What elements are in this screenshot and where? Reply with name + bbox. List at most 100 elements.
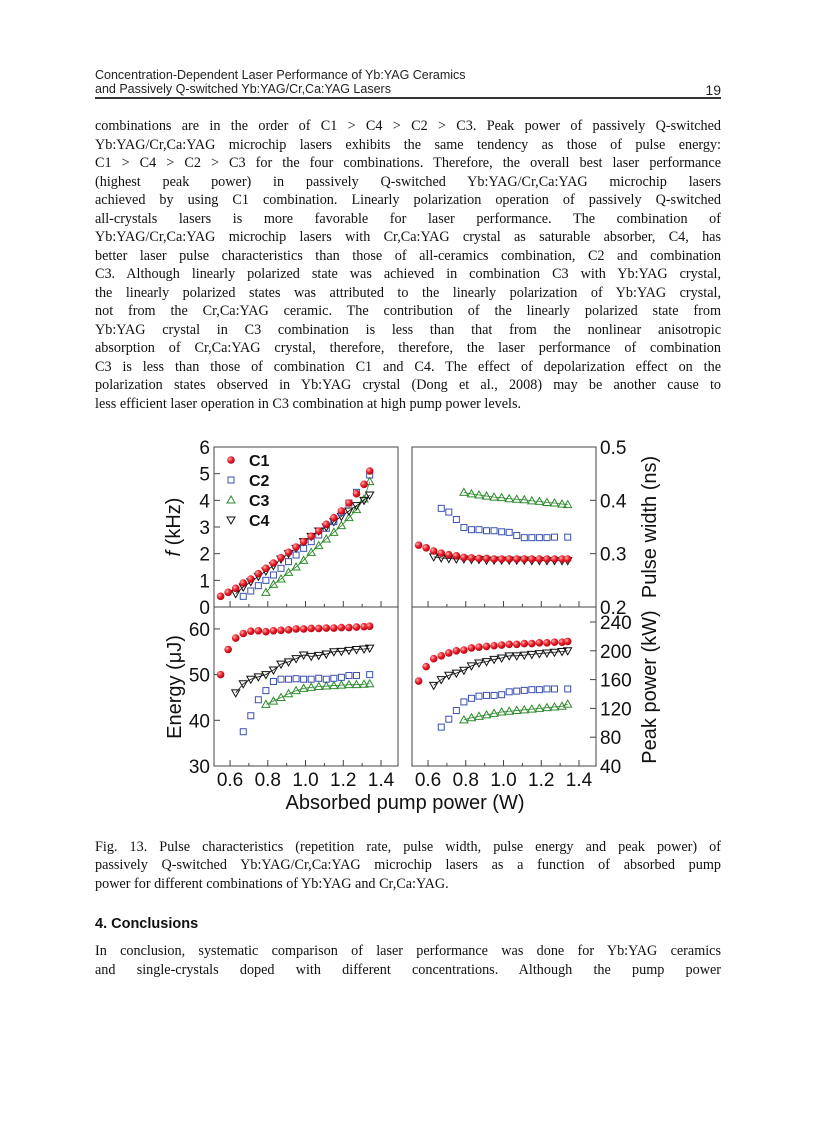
data-point-c1 bbox=[535, 639, 544, 647]
data-point-c2 bbox=[535, 686, 543, 694]
data-point-c1 bbox=[330, 624, 338, 632]
series-line-c4 bbox=[433, 650, 568, 686]
data-point-c4 bbox=[489, 655, 499, 665]
y-tick-label: 0.3 bbox=[600, 545, 626, 566]
data-point-c3 bbox=[268, 696, 279, 705]
data-point-c1 bbox=[224, 645, 232, 654]
data-point-c2 bbox=[277, 675, 285, 683]
y-tick-label: 0.5 bbox=[600, 438, 626, 459]
text-line: better laser pulse characteristics than … bbox=[95, 247, 721, 264]
data-point-c4 bbox=[504, 652, 515, 661]
data-point-c4 bbox=[549, 648, 560, 658]
y-tick-label: 2 bbox=[199, 545, 210, 566]
data-point-c1 bbox=[352, 623, 361, 631]
data-point-c1 bbox=[314, 624, 323, 633]
data-point-c4 bbox=[238, 680, 249, 689]
data-point-c1 bbox=[528, 555, 536, 563]
legend-label-c4: C4 bbox=[249, 513, 270, 530]
data-point-c4 bbox=[526, 650, 537, 660]
data-point-c4 bbox=[328, 648, 339, 657]
data-point-c3 bbox=[226, 494, 236, 504]
data-point-c2 bbox=[490, 691, 498, 699]
data-point-c4 bbox=[364, 491, 375, 501]
data-point-c4 bbox=[511, 652, 522, 661]
data-point-c4 bbox=[351, 645, 362, 655]
data-point-c4 bbox=[283, 658, 294, 667]
data-point-c1 bbox=[247, 627, 255, 636]
data-point-c1 bbox=[360, 622, 368, 631]
data-point-c2 bbox=[285, 558, 293, 566]
data-point-c4 bbox=[313, 651, 324, 661]
data-point-c3 bbox=[313, 681, 324, 690]
x-tick-label: 1.0 bbox=[292, 770, 318, 791]
data-point-c2 bbox=[315, 674, 323, 682]
data-point-c3 bbox=[526, 704, 537, 713]
data-point-c2 bbox=[475, 526, 483, 534]
data-point-c2 bbox=[543, 534, 551, 542]
y-tick-label: 160 bbox=[600, 671, 632, 692]
data-point-c4 bbox=[459, 666, 469, 676]
data-point-c1 bbox=[216, 670, 225, 679]
data-point-c1 bbox=[292, 625, 300, 633]
data-point-c3 bbox=[542, 497, 552, 506]
series-line-c4 bbox=[235, 647, 370, 694]
data-point-c2 bbox=[505, 688, 513, 696]
text-line: C3. Although linearly polarized state wa… bbox=[95, 266, 721, 282]
data-point-c2 bbox=[564, 685, 572, 693]
data-point-c2 bbox=[564, 533, 572, 541]
data-point-c1 bbox=[558, 555, 566, 563]
x-tick-label: 1.4 bbox=[368, 770, 395, 791]
data-point-c1 bbox=[460, 553, 468, 562]
data-point-c4 bbox=[344, 646, 354, 656]
data-point-c1 bbox=[216, 592, 225, 601]
data-point-c2 bbox=[300, 675, 308, 683]
text-line: polarization states observed in Yb:YAG c… bbox=[95, 377, 721, 393]
plot-frame bbox=[411, 606, 597, 767]
data-point-c3 bbox=[557, 499, 567, 508]
data-point-c1 bbox=[452, 646, 461, 655]
data-point-c1 bbox=[497, 555, 506, 563]
text-line: Fig. 13. Pulse characteristics (repetiti… bbox=[95, 839, 721, 855]
data-point-c1 bbox=[292, 543, 300, 551]
data-point-c2 bbox=[292, 551, 300, 559]
data-point-c1 bbox=[520, 639, 529, 648]
data-point-c1 bbox=[543, 639, 551, 647]
data-point-c1 bbox=[284, 626, 293, 634]
data-point-c1 bbox=[337, 623, 346, 632]
data-point-c1 bbox=[505, 555, 513, 563]
data-point-c2 bbox=[445, 508, 453, 516]
data-point-c4 bbox=[451, 669, 462, 679]
data-point-c4 bbox=[359, 496, 369, 506]
data-point-c2 bbox=[467, 694, 475, 702]
data-point-c1 bbox=[254, 626, 263, 635]
data-point-c3 bbox=[306, 682, 317, 691]
data-point-c3 bbox=[306, 547, 317, 556]
data-point-c3 bbox=[328, 680, 339, 690]
data-point-c3 bbox=[276, 573, 286, 583]
data-point-c3 bbox=[336, 680, 347, 689]
y-tick-label: 0.4 bbox=[600, 491, 627, 512]
y-tick-label: 3 bbox=[199, 518, 210, 539]
data-point-c3 bbox=[321, 681, 332, 690]
data-point-c4 bbox=[436, 676, 447, 685]
data-point-c2 bbox=[437, 723, 445, 731]
data-point-c1 bbox=[467, 644, 476, 652]
header-rule bbox=[95, 97, 721, 99]
data-point-c2 bbox=[520, 534, 528, 542]
data-point-c2 bbox=[490, 527, 498, 535]
data-point-c4 bbox=[519, 651, 530, 661]
data-point-c3 bbox=[489, 708, 499, 717]
data-point-c1 bbox=[262, 627, 270, 636]
data-point-c3 bbox=[562, 699, 573, 708]
data-point-c3 bbox=[562, 499, 573, 509]
data-point-c2 bbox=[322, 675, 330, 683]
x-tick-label: 0.6 bbox=[415, 770, 441, 791]
data-point-c4 bbox=[481, 658, 492, 667]
data-point-c3 bbox=[466, 712, 477, 722]
data-point-c3 bbox=[328, 527, 339, 536]
data-point-c3 bbox=[496, 492, 507, 502]
data-point-c1 bbox=[284, 548, 293, 557]
data-point-c1 bbox=[314, 527, 323, 535]
data-point-c4 bbox=[298, 651, 309, 660]
data-point-c1 bbox=[550, 638, 559, 646]
